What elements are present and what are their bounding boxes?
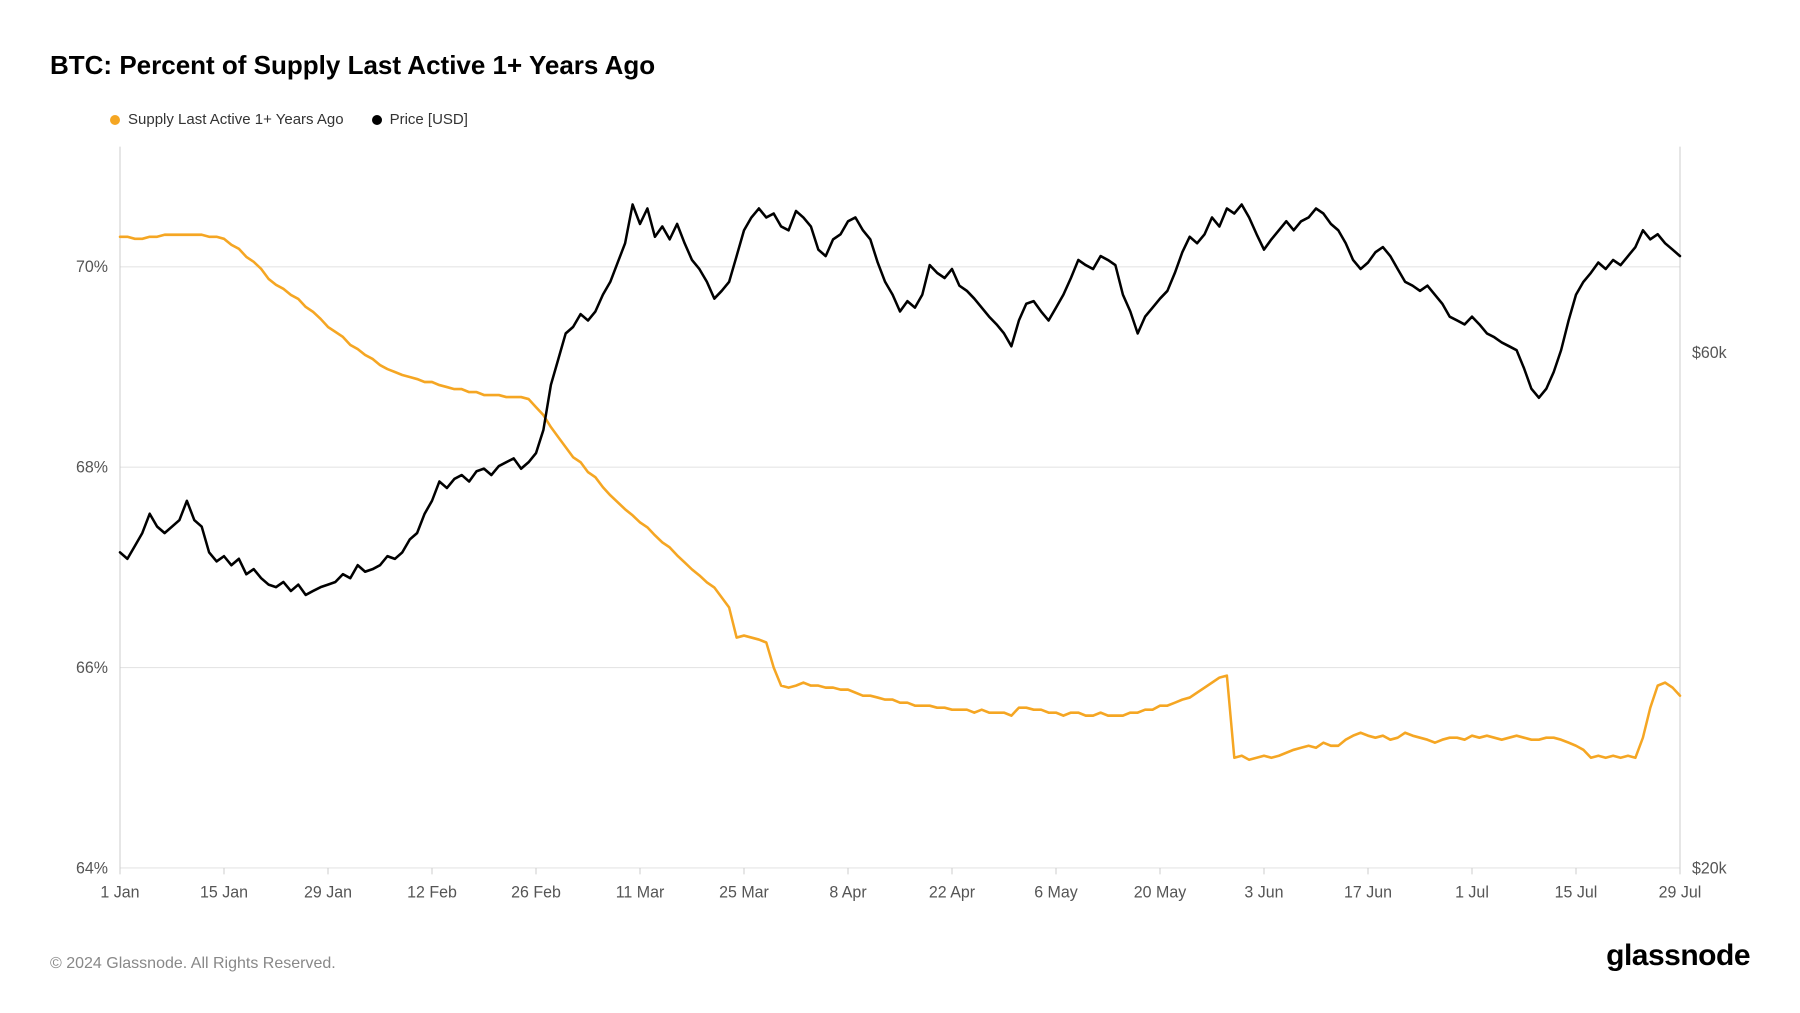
legend-dot-price bbox=[372, 115, 382, 125]
svg-text:68%: 68% bbox=[76, 458, 108, 477]
svg-text:6 May: 6 May bbox=[1034, 883, 1078, 902]
svg-text:29 Jul: 29 Jul bbox=[1659, 883, 1702, 902]
svg-text:15 Jul: 15 Jul bbox=[1555, 883, 1598, 902]
svg-text:17 Jun: 17 Jun bbox=[1344, 883, 1392, 902]
svg-text:3 Jun: 3 Jun bbox=[1244, 883, 1283, 902]
chart-title: BTC: Percent of Supply Last Active 1+ Ye… bbox=[50, 50, 1750, 81]
svg-text:20 May: 20 May bbox=[1134, 883, 1187, 902]
svg-text:66%: 66% bbox=[76, 658, 108, 677]
svg-text:$60k: $60k bbox=[1692, 344, 1727, 363]
svg-text:25 Mar: 25 Mar bbox=[719, 883, 769, 902]
svg-text:70%: 70% bbox=[76, 258, 108, 277]
chart-legend: Supply Last Active 1+ Years Ago Price [U… bbox=[110, 111, 1750, 128]
legend-label-price: Price [USD] bbox=[390, 111, 468, 128]
chart-svg: 64% 66% 68% 70% $20k $60k 1 Jan 15 Jan 29 Jan 12 … bbox=[50, 136, 1750, 921]
svg-text:12 Feb: 12 Feb bbox=[407, 883, 457, 902]
chart-footer: © 2024 Glassnode. All Rights Reserved. g… bbox=[50, 939, 1750, 973]
svg-text:22 Apr: 22 Apr bbox=[929, 883, 976, 902]
svg-text:8 Apr: 8 Apr bbox=[829, 883, 867, 902]
chart-area: 64% 66% 68% 70% $20k $60k 1 Jan 15 Jan 29 Jan 12 … bbox=[50, 136, 1750, 921]
svg-text:1 Jul: 1 Jul bbox=[1455, 883, 1489, 902]
legend-item-price: Price [USD] bbox=[372, 111, 468, 128]
svg-text:$20k: $20k bbox=[1692, 859, 1727, 878]
svg-text:11 Mar: 11 Mar bbox=[616, 883, 665, 902]
svg-text:64%: 64% bbox=[76, 859, 108, 878]
copyright-text: © 2024 Glassnode. All Rights Reserved. bbox=[50, 955, 336, 973]
svg-text:26 Feb: 26 Feb bbox=[511, 883, 561, 902]
svg-text:15 Jan: 15 Jan bbox=[200, 883, 248, 902]
legend-label-supply: Supply Last Active 1+ Years Ago bbox=[128, 111, 344, 128]
brand-logo: glassnode bbox=[1606, 939, 1750, 973]
legend-dot-supply bbox=[110, 115, 120, 125]
legend-item-supply: Supply Last Active 1+ Years Ago bbox=[110, 111, 344, 128]
svg-text:29 Jan: 29 Jan bbox=[304, 883, 352, 902]
svg-text:1 Jan: 1 Jan bbox=[100, 883, 139, 902]
